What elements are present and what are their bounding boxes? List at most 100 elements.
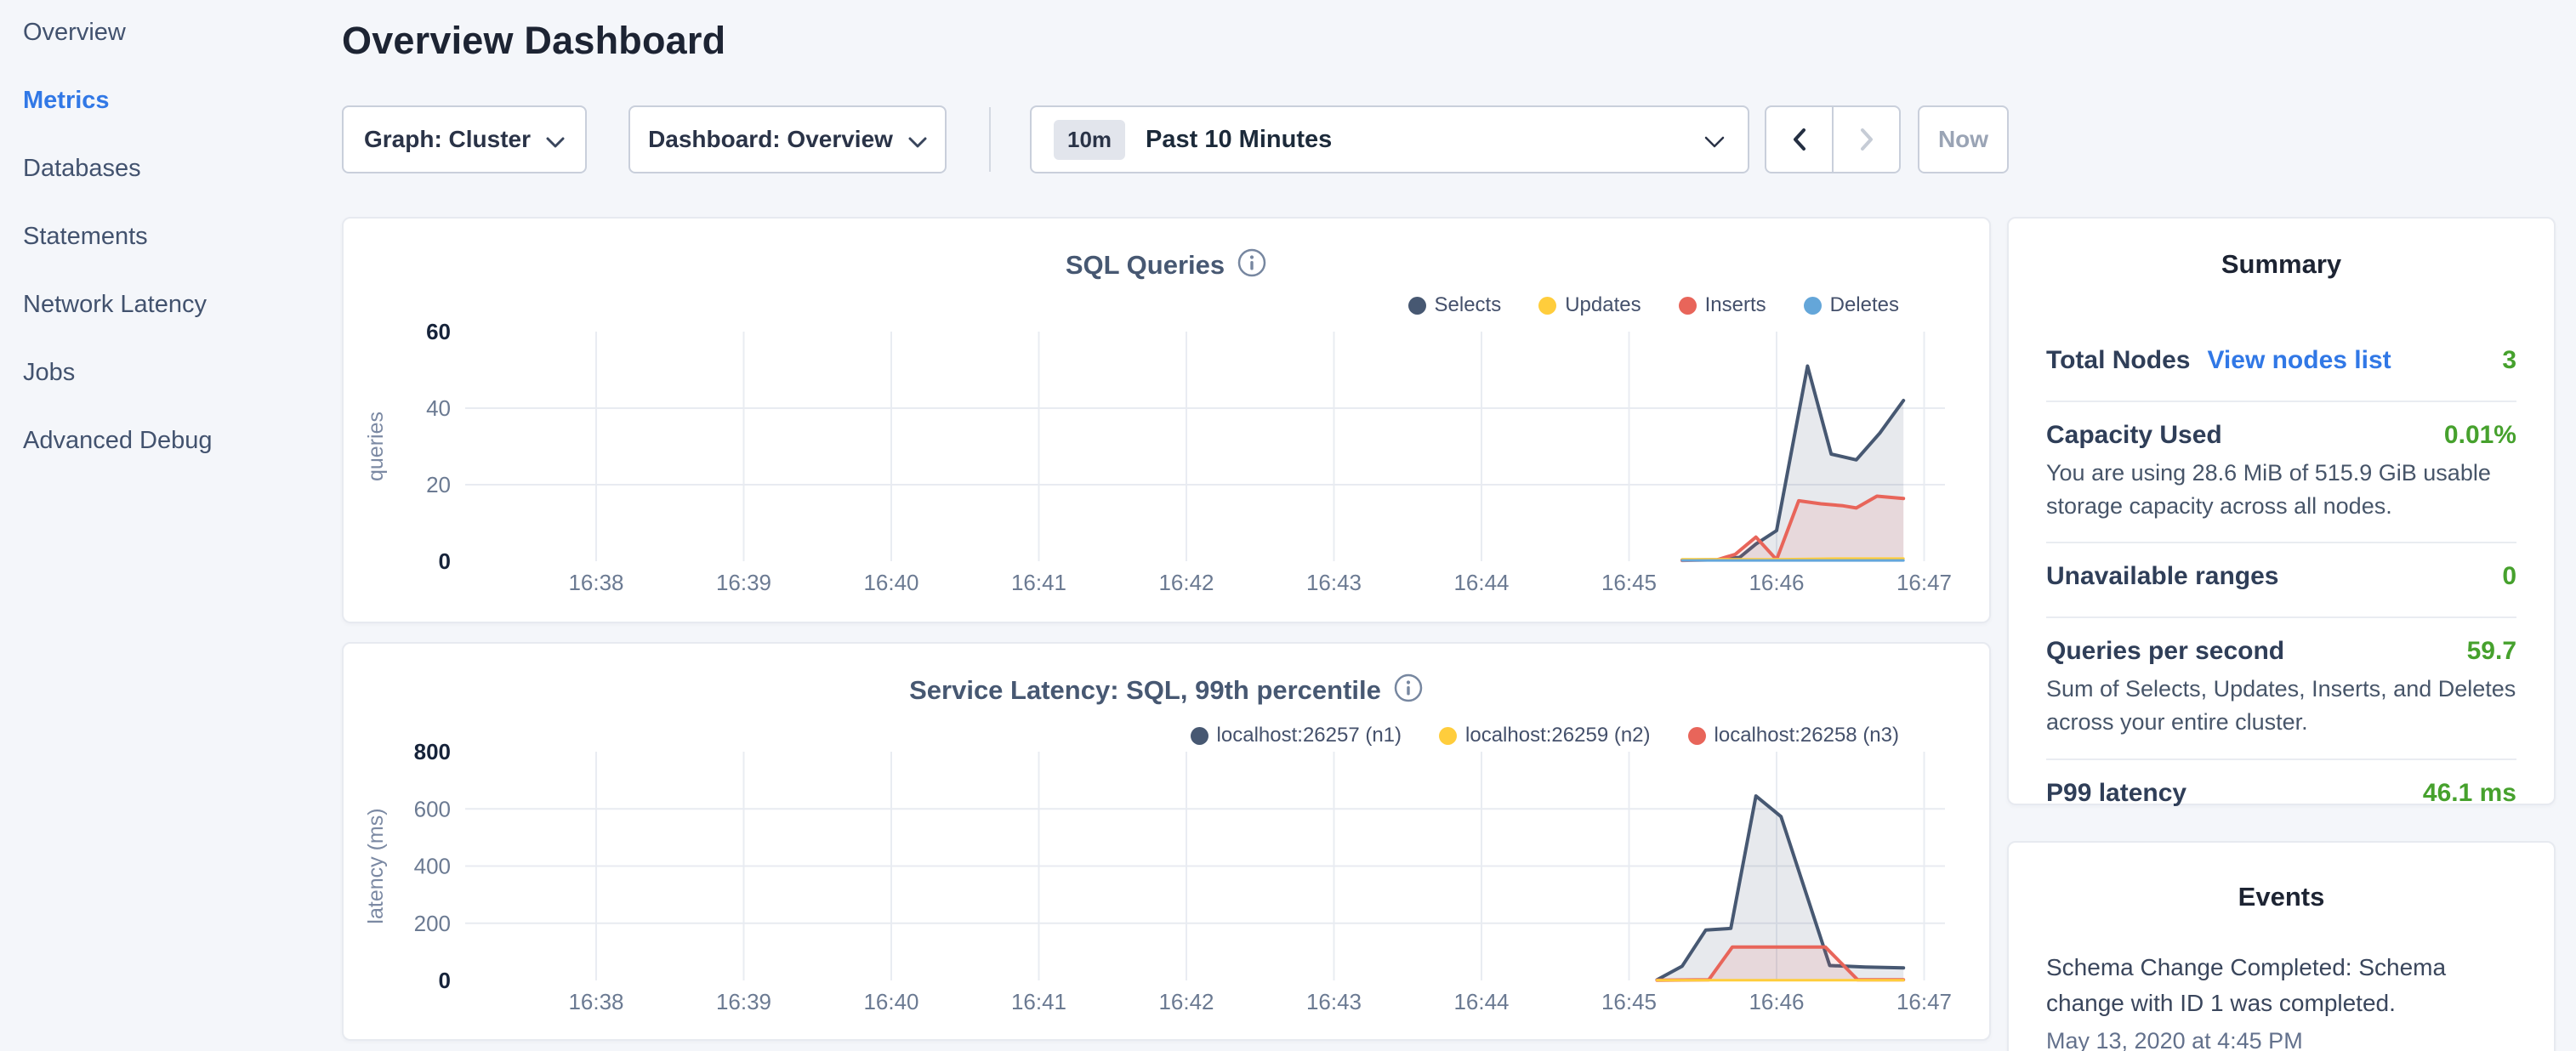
chart-legend: localhost:26257 (n1) localhost:26259 (n2)… [1190, 724, 1899, 747]
controls-divider [989, 107, 991, 172]
legend-label: localhost:26258 (n3) [1714, 724, 1899, 747]
sidebar-item-advanced-debug[interactable]: Advanced Debug [23, 426, 213, 454]
legend-item[interactable]: Selects [1407, 293, 1502, 317]
summary-label: Queries per second [2046, 637, 2285, 666]
sql-queries-chart[interactable]: 0 20 40 60 16:38 16:39 16:40 16:41 16:42 16:43 16:… [344, 219, 1993, 625]
summary-label: Total Nodes [2046, 346, 2191, 374]
legend-label: Deletes [1829, 293, 1899, 316]
legend-dot-icon [1439, 726, 1458, 745]
summary-label: P99 latency [2046, 778, 2187, 807]
summary-row-capacity-used: Capacity Used 0.01% [2046, 421, 2516, 450]
legend-dot-icon [1190, 726, 1208, 745]
svg-text:16:39: 16:39 [716, 570, 771, 595]
svg-text:60: 60 [426, 319, 451, 344]
sidebar-item-metrics[interactable]: Metrics [23, 86, 110, 114]
legend-label: Selects [1434, 293, 1502, 316]
legend-label: localhost:26257 (n1) [1216, 724, 1402, 747]
summary-label: Capacity Used [2046, 421, 2222, 449]
svg-text:16:47: 16:47 [1896, 570, 1952, 595]
dashboard-dropdown[interactable]: Dashboard: Overview [628, 105, 947, 173]
svg-text:200: 200 [414, 911, 451, 936]
info-icon[interactable] [1393, 673, 1424, 707]
svg-text:0: 0 [439, 548, 451, 574]
summary-value: 59.7 [2466, 637, 2516, 666]
chevron-down-icon [546, 128, 565, 155]
sidebar-nav: Overview Metrics Databases Statements Ne… [0, 0, 332, 1051]
svg-text:16:43: 16:43 [1306, 570, 1362, 595]
dashboard-label: Dashboard: Overview [648, 126, 893, 152]
svg-text:20: 20 [426, 472, 451, 497]
summary-value: 0.01% [2443, 421, 2516, 449]
svg-text:16:40: 16:40 [863, 570, 918, 595]
chart-title: Service Latency: SQL, 99th percentile [909, 674, 1381, 705]
legend-dot-icon [1803, 296, 1822, 315]
service-latency-chart-card: Service Latency: SQL, 99th percentile lo… [342, 642, 1991, 1041]
summary-value: 46.1 ms [2422, 778, 2516, 807]
legend-dot-icon [1678, 296, 1697, 315]
svg-text:400: 400 [414, 854, 451, 879]
chart-title: SQL Queries [1065, 249, 1225, 280]
svg-text:16:45: 16:45 [1601, 570, 1657, 595]
sql-queries-chart-card: SQL Queries Selects Updates Inserts Deletes… [342, 217, 1991, 623]
summary-row-total-nodes: Total Nodes View nodes list 3 [2046, 346, 2516, 375]
legend-dot-icon [1407, 296, 1426, 315]
sidebar-item-databases[interactable]: Databases [23, 154, 141, 182]
service-latency-chart[interactable]: 0 200 400 600 800 16:38 16:39 16:40 16:41 16:42 16… [344, 644, 1993, 1042]
event-timestamp: May 13, 2020 at 4:45 PM [2046, 1028, 2303, 1051]
summary-title: Summary [2221, 249, 2342, 279]
svg-text:16:46: 16:46 [1749, 989, 1804, 1014]
svg-text:queries: queries [364, 412, 388, 481]
time-range-dropdown[interactable]: 10m Past 10 Minutes [1030, 105, 1749, 173]
legend-label: Updates [1565, 293, 1641, 316]
sidebar-item-statements[interactable]: Statements [23, 222, 148, 250]
svg-text:800: 800 [414, 739, 451, 764]
chart-legend: Selects Updates Inserts Deletes [1407, 293, 1899, 317]
events-title: Events [2238, 882, 2325, 912]
legend-item[interactable]: Inserts [1678, 293, 1766, 317]
svg-text:600: 600 [414, 796, 451, 821]
svg-text:16:42: 16:42 [1158, 989, 1214, 1014]
chevron-down-icon [1703, 128, 1726, 155]
graph-scope-dropdown[interactable]: Graph: Cluster [342, 105, 587, 173]
legend-dot-icon [1687, 726, 1706, 745]
svg-text:40: 40 [426, 395, 451, 421]
summary-row-p99-latency: P99 latency 46.1 ms [2046, 779, 2516, 808]
legend-item[interactable]: localhost:26257 (n1) [1190, 724, 1402, 747]
now-button[interactable]: Now [1918, 105, 2009, 173]
legend-item[interactable]: localhost:26258 (n3) [1687, 724, 1899, 747]
svg-text:16:41: 16:41 [1011, 989, 1066, 1014]
svg-text:16:46: 16:46 [1749, 570, 1804, 595]
previous-time-button[interactable] [1766, 107, 1832, 172]
legend-item[interactable]: Deletes [1803, 293, 1899, 317]
sidebar-item-overview[interactable]: Overview [23, 18, 126, 46]
events-panel: Events Schema Change Completed: Schema c… [2007, 841, 2556, 1051]
svg-text:16:45: 16:45 [1601, 989, 1657, 1014]
info-icon[interactable] [1237, 247, 1267, 282]
svg-text:16:47: 16:47 [1896, 989, 1952, 1014]
svg-text:16:40: 16:40 [863, 989, 918, 1014]
svg-text:16:38: 16:38 [568, 989, 623, 1014]
svg-text:latency (ms): latency (ms) [364, 808, 388, 923]
svg-text:16:44: 16:44 [1453, 989, 1509, 1014]
next-time-button[interactable] [1832, 107, 1899, 172]
sidebar-item-network-latency[interactable]: Network Latency [23, 290, 207, 318]
svg-text:16:39: 16:39 [716, 989, 771, 1014]
view-nodes-list-link[interactable]: View nodes list [2207, 346, 2391, 374]
summary-description: You are using 28.6 MiB of 515.9 GiB usab… [2046, 460, 2491, 520]
event-message[interactable]: Schema Change Completed: Schema change w… [2046, 954, 2447, 1016]
summary-row-unavailable-ranges: Unavailable ranges 0 [2046, 562, 2516, 591]
summary-value: 3 [2502, 346, 2516, 374]
sidebar-item-jobs[interactable]: Jobs [23, 358, 76, 386]
page-title: Overview Dashboard [342, 19, 726, 62]
summary-panel: Summary Total Nodes View nodes list 3 Ca… [2007, 217, 2556, 808]
summary-value: 0 [2502, 562, 2516, 591]
summary-row-queries-per-second: Queries per second 59.7 [2046, 637, 2516, 666]
legend-label: Inserts [1704, 293, 1766, 316]
graph-scope-label: Graph: Cluster [363, 126, 532, 152]
svg-text:16:38: 16:38 [568, 570, 623, 595]
time-range-label: Past 10 Minutes [1146, 125, 1333, 153]
chevron-down-icon [908, 128, 927, 155]
legend-item[interactable]: Updates [1538, 293, 1641, 317]
svg-text:16:41: 16:41 [1011, 570, 1066, 595]
legend-item[interactable]: localhost:26259 (n2) [1439, 724, 1651, 747]
